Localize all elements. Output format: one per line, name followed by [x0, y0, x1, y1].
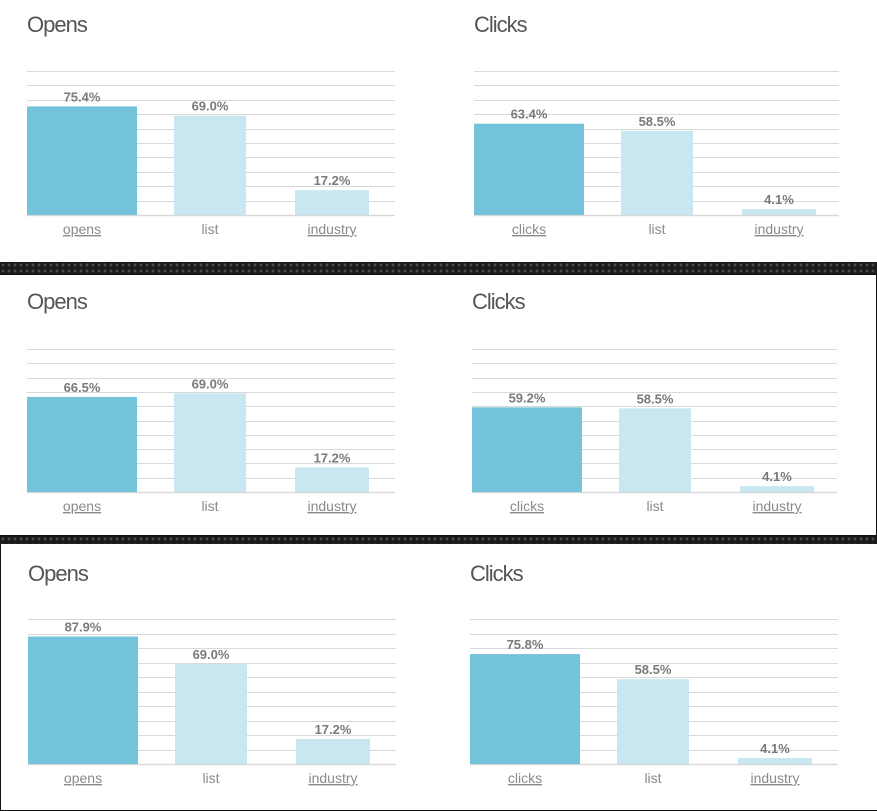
chart-title: Clicks: [474, 12, 528, 37]
report-panel-1: Opens 75.4% opens 69.0% list 17.2% industry C…: [0, 0, 877, 262]
data-label-list: 69.0%: [192, 99, 229, 114]
category-label-list: list: [644, 770, 661, 786]
data-label-list: 58.5%: [639, 114, 676, 129]
chart-title: Opens: [28, 561, 89, 586]
opens-bar-chart: 66.5% opens 69.0% list 17.2% industry: [27, 349, 395, 514]
data-label-opens: 66.5%: [64, 380, 101, 395]
category-label-list: list: [648, 221, 665, 237]
data-label-industry: 4.1%: [762, 469, 792, 484]
opens-chart: Opens 75.4% opens 69.0% list 17.2% industry: [27, 0, 395, 262]
bar-industry: [295, 190, 369, 215]
data-label-industry: 17.2%: [314, 450, 351, 465]
category-label-industry[interactable]: industry: [308, 770, 357, 786]
data-label-clicks: 59.2%: [509, 390, 546, 405]
clicks-bar-chart: 59.2% clicks 58.5% list 4.1% industry: [472, 349, 837, 514]
bar-list: [174, 393, 246, 492]
category-label-industry[interactable]: industry: [307, 221, 356, 237]
bar-list: [619, 408, 691, 492]
data-label-industry: 17.2%: [314, 173, 351, 188]
category-label-industry[interactable]: industry: [752, 498, 801, 514]
chart-title: Opens: [27, 12, 88, 37]
bar-clicks: [470, 654, 580, 764]
clicks-chart: Clicks 63.4% clicks 58.5% list 4.1% industry: [474, 0, 839, 262]
bar-industry: [738, 758, 812, 764]
bar-opens: [28, 636, 138, 764]
data-label-list: 58.5%: [637, 391, 674, 406]
bar-list: [174, 115, 246, 215]
opens-chart: Opens 66.5% opens 69.0% list 17.2% industry: [27, 275, 395, 535]
bar-clicks: [472, 407, 582, 492]
data-label-list: 69.0%: [193, 647, 230, 662]
bar-list: [621, 130, 693, 215]
opens-bar-chart: 75.4% opens 69.0% list 17.2% industry: [27, 71, 395, 237]
category-label-clicks[interactable]: clicks: [512, 221, 546, 237]
chart-title: Opens: [27, 289, 88, 314]
bar-industry: [742, 209, 816, 215]
panel-separator: [0, 262, 877, 274]
bar-industry: [296, 739, 370, 764]
data-label-industry: 4.1%: [764, 192, 794, 207]
opens-bar-chart: 87.9% opens 69.0% list 17.2% industry: [28, 619, 396, 786]
data-label-list: 58.5%: [635, 662, 672, 677]
report-panel-2: Opens 66.5% opens 69.0% list 17.2% industry C…: [0, 274, 877, 536]
category-label-clicks[interactable]: clicks: [510, 498, 544, 514]
chart-title: Clicks: [472, 289, 526, 314]
bar-opens: [27, 106, 137, 215]
bar-industry: [295, 467, 369, 492]
category-label-list: list: [201, 498, 218, 514]
category-label-list: list: [201, 221, 218, 237]
bar-industry: [740, 486, 814, 492]
category-label-industry[interactable]: industry: [754, 221, 803, 237]
report-panel-3: Opens 87.9% opens 69.0% list 17.2% industry C…: [0, 544, 877, 811]
category-label-opens[interactable]: opens: [63, 221, 101, 237]
category-label-opens[interactable]: opens: [64, 770, 102, 786]
category-label-industry[interactable]: industry: [307, 498, 356, 514]
clicks-bar-chart: 75.8% clicks 58.5% list 4.1% industry: [470, 619, 838, 786]
clicks-chart: Clicks 75.8% clicks 58.5% list 4.1% industry: [470, 544, 838, 810]
bar-list: [175, 663, 247, 764]
clicks-bar-chart: 63.4% clicks 58.5% list 4.1% industry: [474, 71, 839, 237]
bar-clicks: [474, 123, 584, 215]
panel-separator: [0, 536, 877, 544]
category-label-list: list: [202, 770, 219, 786]
data-label-opens: 75.4%: [64, 89, 101, 104]
category-label-list: list: [646, 498, 663, 514]
data-label-industry: 17.2%: [315, 722, 352, 737]
data-label-clicks: 63.4%: [511, 107, 548, 122]
category-label-opens[interactable]: opens: [63, 498, 101, 514]
bar-opens: [27, 396, 137, 492]
clicks-chart: Clicks 59.2% clicks 58.5% list 4.1% industry: [472, 275, 837, 535]
data-label-clicks: 75.8%: [507, 637, 544, 652]
data-label-industry: 4.1%: [760, 741, 790, 756]
data-label-list: 69.0%: [192, 376, 229, 391]
category-label-industry[interactable]: industry: [750, 770, 799, 786]
chart-title: Clicks: [470, 561, 524, 586]
category-label-clicks[interactable]: clicks: [508, 770, 542, 786]
opens-chart: Opens 87.9% opens 69.0% list 17.2% industry: [28, 544, 396, 810]
bar-list: [617, 679, 689, 764]
data-label-opens: 87.9%: [65, 620, 102, 635]
